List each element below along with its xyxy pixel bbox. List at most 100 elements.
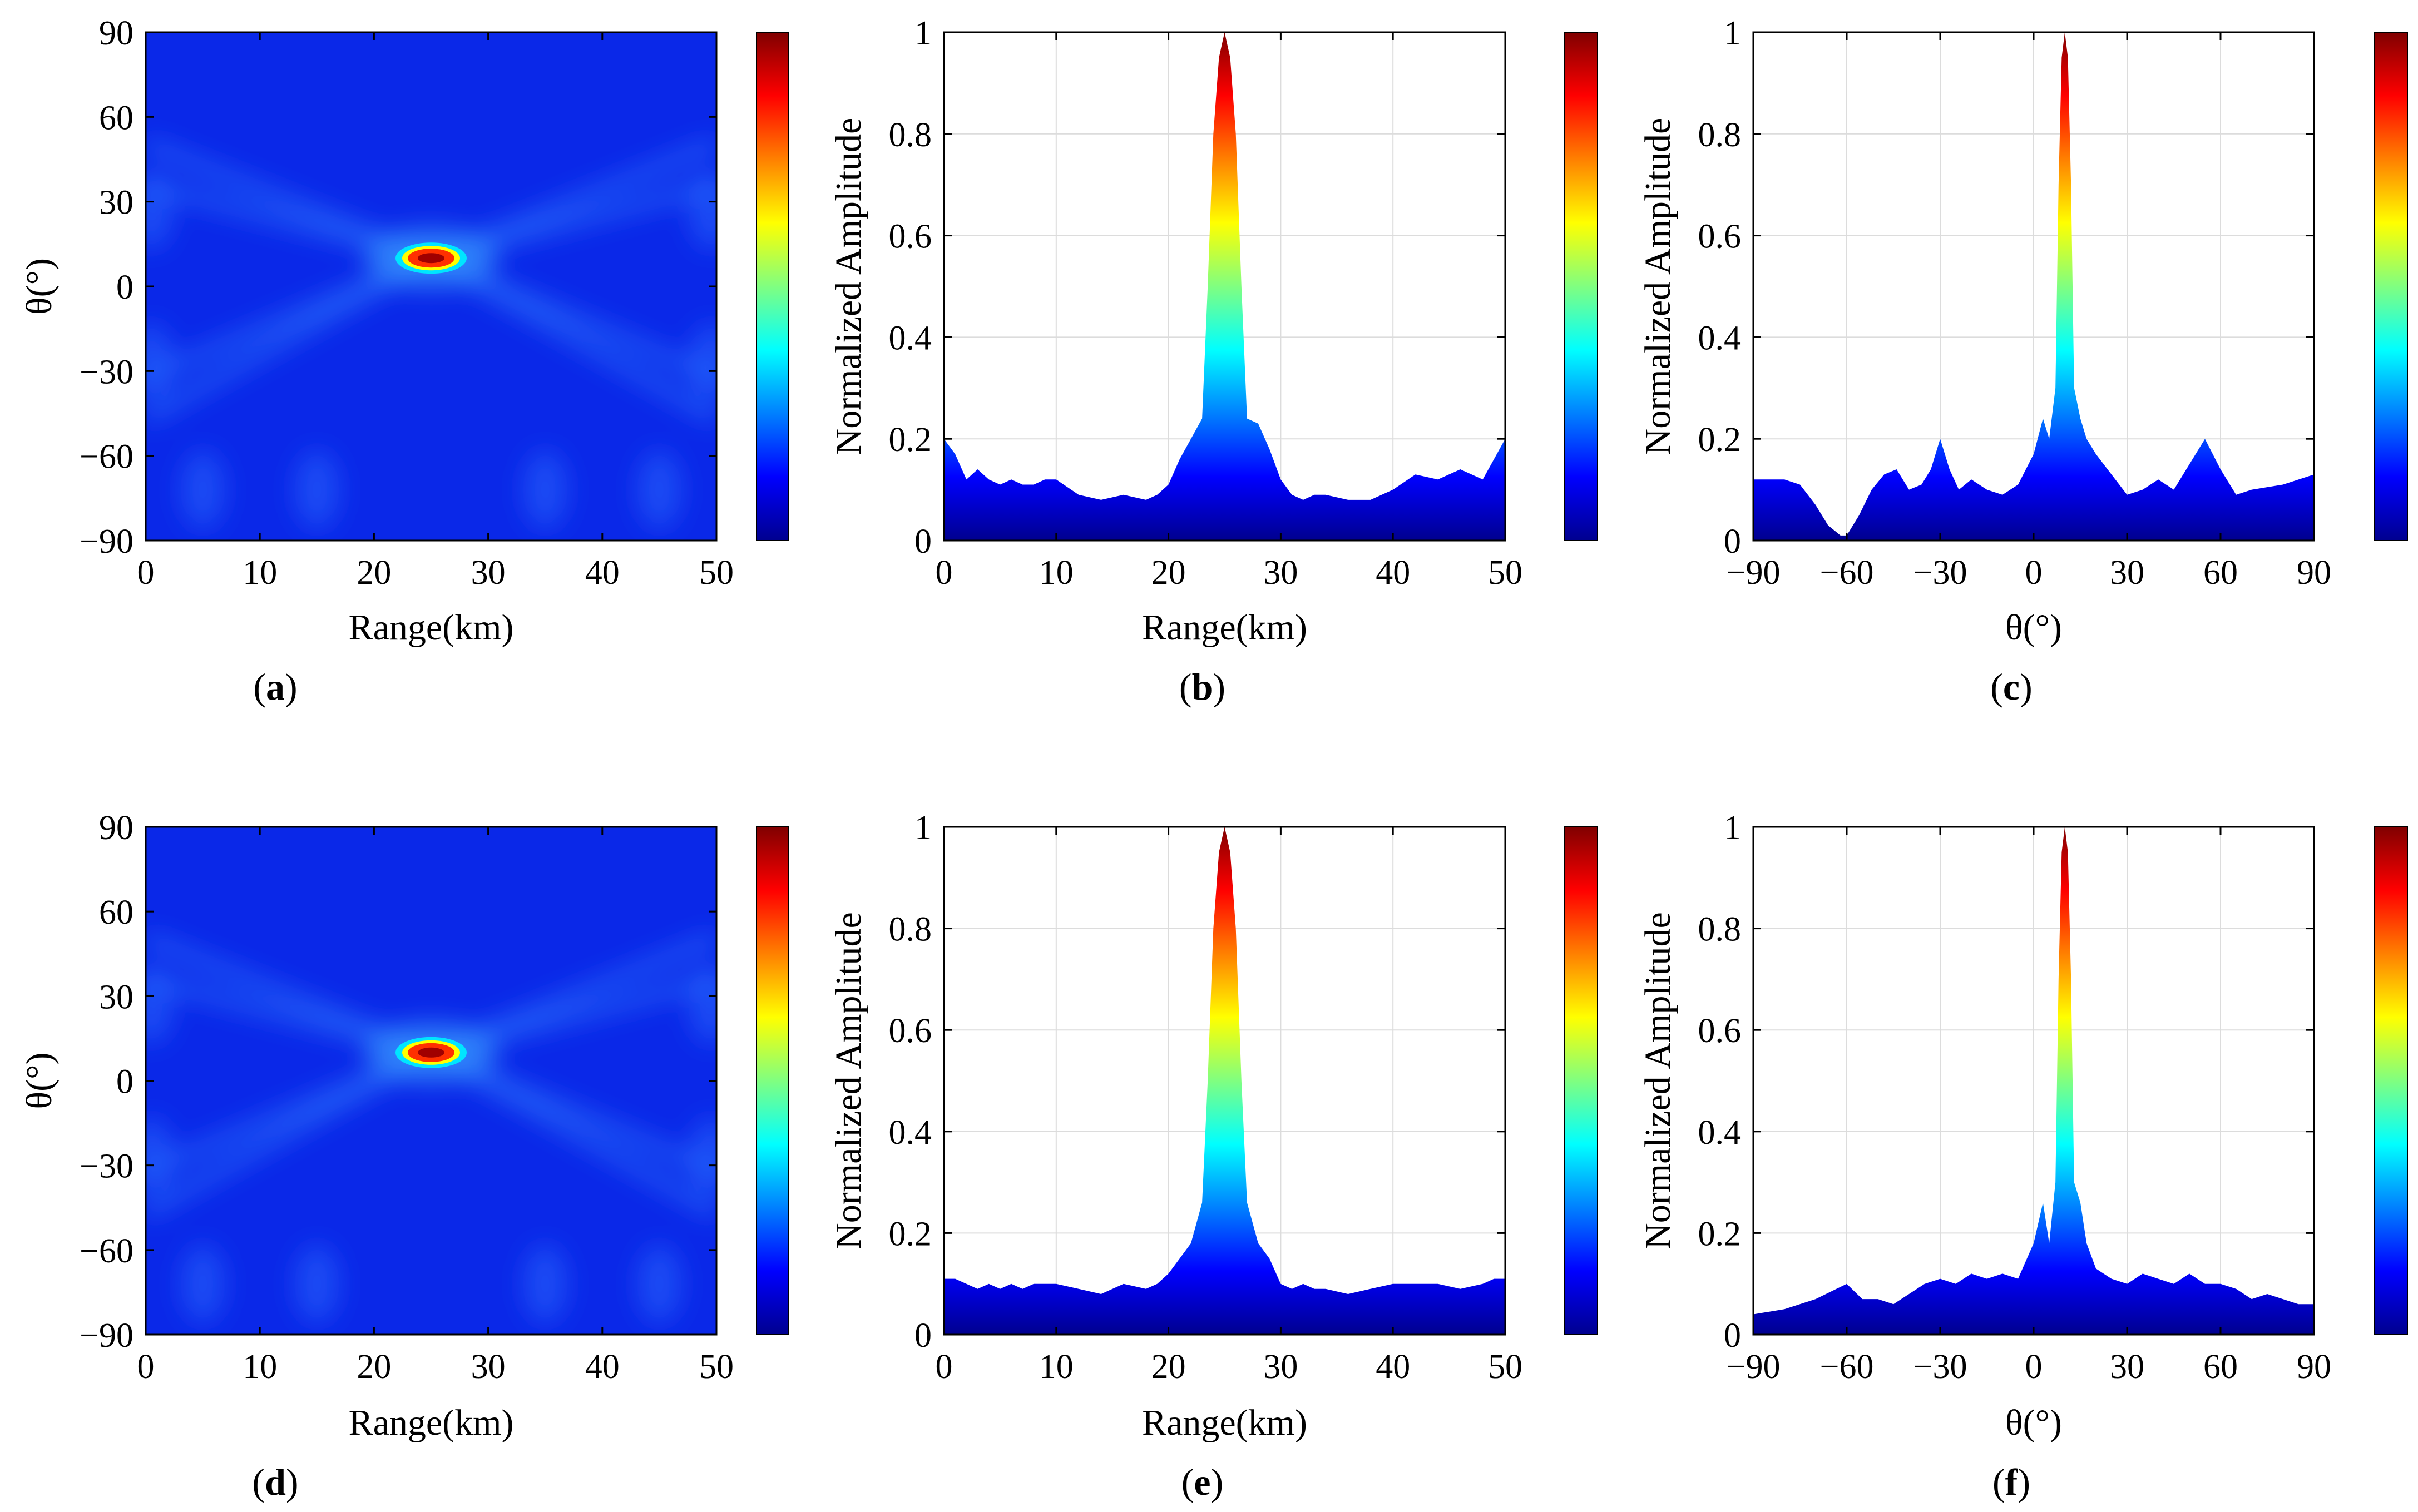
x-tick-label: 0 xyxy=(137,1348,155,1386)
chart-panel-d: 0 10 20 30 40 50 90 60 30 0 −30 −60 −90 Range(km) θ(°)… xyxy=(19,809,789,1503)
y-tick-label: −60 xyxy=(80,438,133,476)
y-tick-label: 1 xyxy=(914,14,932,52)
heatmap-sidelobes xyxy=(146,137,716,529)
x-tick-label: 0 xyxy=(2025,1348,2043,1386)
x-axis-label: Range(km) xyxy=(1142,1402,1307,1443)
x-tick-label: −60 xyxy=(1820,1348,1874,1386)
y-axis-label: Normalized Amplitude xyxy=(828,912,869,1250)
y-axis-label: θ(°) xyxy=(19,1053,60,1109)
x-tick-label: 30 xyxy=(471,554,506,592)
panel-label: (d) xyxy=(252,1461,298,1503)
panel-label: (a) xyxy=(253,666,297,708)
x-axis-label: Range(km) xyxy=(349,1402,514,1443)
y-axis-label: Normalized Amplitude xyxy=(828,118,869,455)
y-tick-label: 30 xyxy=(99,184,133,222)
axes-box xyxy=(943,826,1506,1336)
x-tick-label: 40 xyxy=(1376,554,1410,592)
x-tick-label: 20 xyxy=(1151,554,1186,592)
x-tick-label: −90 xyxy=(1727,1348,1781,1386)
x-tick-label: 0 xyxy=(936,554,953,592)
chart-panel-b: 0 10 20 30 40 50 1 0.8 0.6 0.4 0.2 0 Range(km) Normal… xyxy=(828,14,1598,708)
amplitude-area xyxy=(1753,32,2314,541)
x-axis-label: θ(°) xyxy=(2005,1402,2062,1443)
x-tick-label: 40 xyxy=(585,1348,620,1386)
y-tick-label: 60 xyxy=(99,99,133,137)
y-tick-label: 0 xyxy=(116,269,133,306)
heatmap-sidelobes xyxy=(146,931,716,1323)
y-tick-label: −30 xyxy=(80,353,133,391)
x-tick-label: 40 xyxy=(585,554,620,592)
x-tick-label: −90 xyxy=(1727,554,1781,592)
x-tick-label: 90 xyxy=(2297,1348,2331,1386)
heatmap-peak xyxy=(395,1037,467,1068)
y-tick-label: 0.6 xyxy=(1698,218,1742,256)
colorbar xyxy=(2374,826,2408,1335)
y-tick-label: 0.2 xyxy=(1698,1215,1742,1253)
axes-box xyxy=(943,31,1506,542)
y-tick-label: 0.8 xyxy=(1698,911,1742,949)
y-tick-label: 30 xyxy=(99,978,133,1016)
x-tick-label: 30 xyxy=(1263,554,1298,592)
y-tick-label: 0 xyxy=(914,1317,932,1355)
amplitude-area xyxy=(944,32,1505,541)
x-tick-label: 0 xyxy=(137,554,155,592)
y-tick-label: 0.2 xyxy=(889,421,932,459)
x-tick-label: 0 xyxy=(2025,554,2043,592)
y-tick-label: 0.2 xyxy=(1698,421,1742,459)
x-tick-label: 30 xyxy=(471,1348,506,1386)
x-axis-label: Range(km) xyxy=(349,607,514,648)
x-tick-label: 50 xyxy=(1488,1348,1522,1386)
y-tick-label: 0.2 xyxy=(889,1215,932,1253)
x-tick-label: 10 xyxy=(1039,554,1074,592)
x-tick-label: 50 xyxy=(1488,554,1522,592)
x-tick-label: 60 xyxy=(2203,1348,2238,1386)
chart-panel-f: −90 −60 −30 0 30 60 90 1 0.8 0.6 0.4 0.2 0 θ(°) Normal… xyxy=(1638,809,2408,1503)
x-axis-label: θ(°) xyxy=(2005,607,2062,648)
colorbar xyxy=(1564,826,1598,1335)
x-tick-label: 30 xyxy=(1263,1348,1298,1386)
y-tick-label: −90 xyxy=(80,523,133,561)
x-tick-label: 20 xyxy=(357,554,391,592)
colorbar xyxy=(1564,32,1598,541)
x-tick-label: 10 xyxy=(1039,1348,1074,1386)
x-tick-label: 50 xyxy=(699,554,734,592)
x-tick-label: 90 xyxy=(2297,554,2331,592)
heatmap-peak xyxy=(395,242,467,274)
y-tick-label: 0 xyxy=(1724,1317,1741,1355)
x-tick-label: 0 xyxy=(936,1348,953,1386)
colorbar xyxy=(756,32,789,541)
y-axis-label: Normalized Amplitude xyxy=(1638,912,1678,1250)
x-tick-label: 30 xyxy=(2110,1348,2144,1386)
y-axis-label: Normalized Amplitude xyxy=(1638,118,1678,455)
x-tick-label: 30 xyxy=(2110,554,2144,592)
x-tick-label: 50 xyxy=(699,1348,734,1386)
amplitude-area xyxy=(944,827,1505,1335)
y-tick-label: 0 xyxy=(116,1063,133,1101)
y-tick-label: 1 xyxy=(1724,14,1741,52)
y-tick-label: 1 xyxy=(1724,809,1741,847)
y-tick-label: 0.6 xyxy=(1698,1012,1742,1050)
y-tick-label: 0.8 xyxy=(889,116,932,154)
x-tick-label: 20 xyxy=(357,1348,391,1386)
y-tick-label: 0.4 xyxy=(889,1114,932,1152)
x-tick-label: 10 xyxy=(243,1348,277,1386)
x-tick-label: −30 xyxy=(1913,554,1967,592)
colorbar xyxy=(2374,32,2408,541)
y-tick-label: 0.6 xyxy=(889,1012,932,1050)
x-tick-label: −30 xyxy=(1913,1348,1967,1386)
chart-panel-c: −90 −60 −30 0 30 60 90 1 0.8 0.6 0.4 0.2 0 θ(°) Normal… xyxy=(1638,14,2408,708)
y-tick-label: 0.4 xyxy=(1698,1114,1742,1152)
panel-label: (c) xyxy=(1990,666,2033,708)
y-axis-label: θ(°) xyxy=(19,258,60,315)
y-tick-label: 0.6 xyxy=(889,218,932,256)
panel-label: (f) xyxy=(1992,1461,2030,1503)
x-axis-label: Range(km) xyxy=(1142,607,1307,648)
x-tick-label: 40 xyxy=(1376,1348,1410,1386)
x-tick-label: 10 xyxy=(243,554,277,592)
y-tick-label: 1 xyxy=(914,809,932,847)
y-tick-label: 90 xyxy=(99,809,133,847)
y-tick-label: 0.8 xyxy=(1698,116,1742,154)
y-tick-label: 0.4 xyxy=(1698,319,1742,357)
chart-panel-a: 0 10 20 30 40 50 90 60 30 0 −30 −60 −90 Range(km) θ(°)… xyxy=(19,14,789,708)
